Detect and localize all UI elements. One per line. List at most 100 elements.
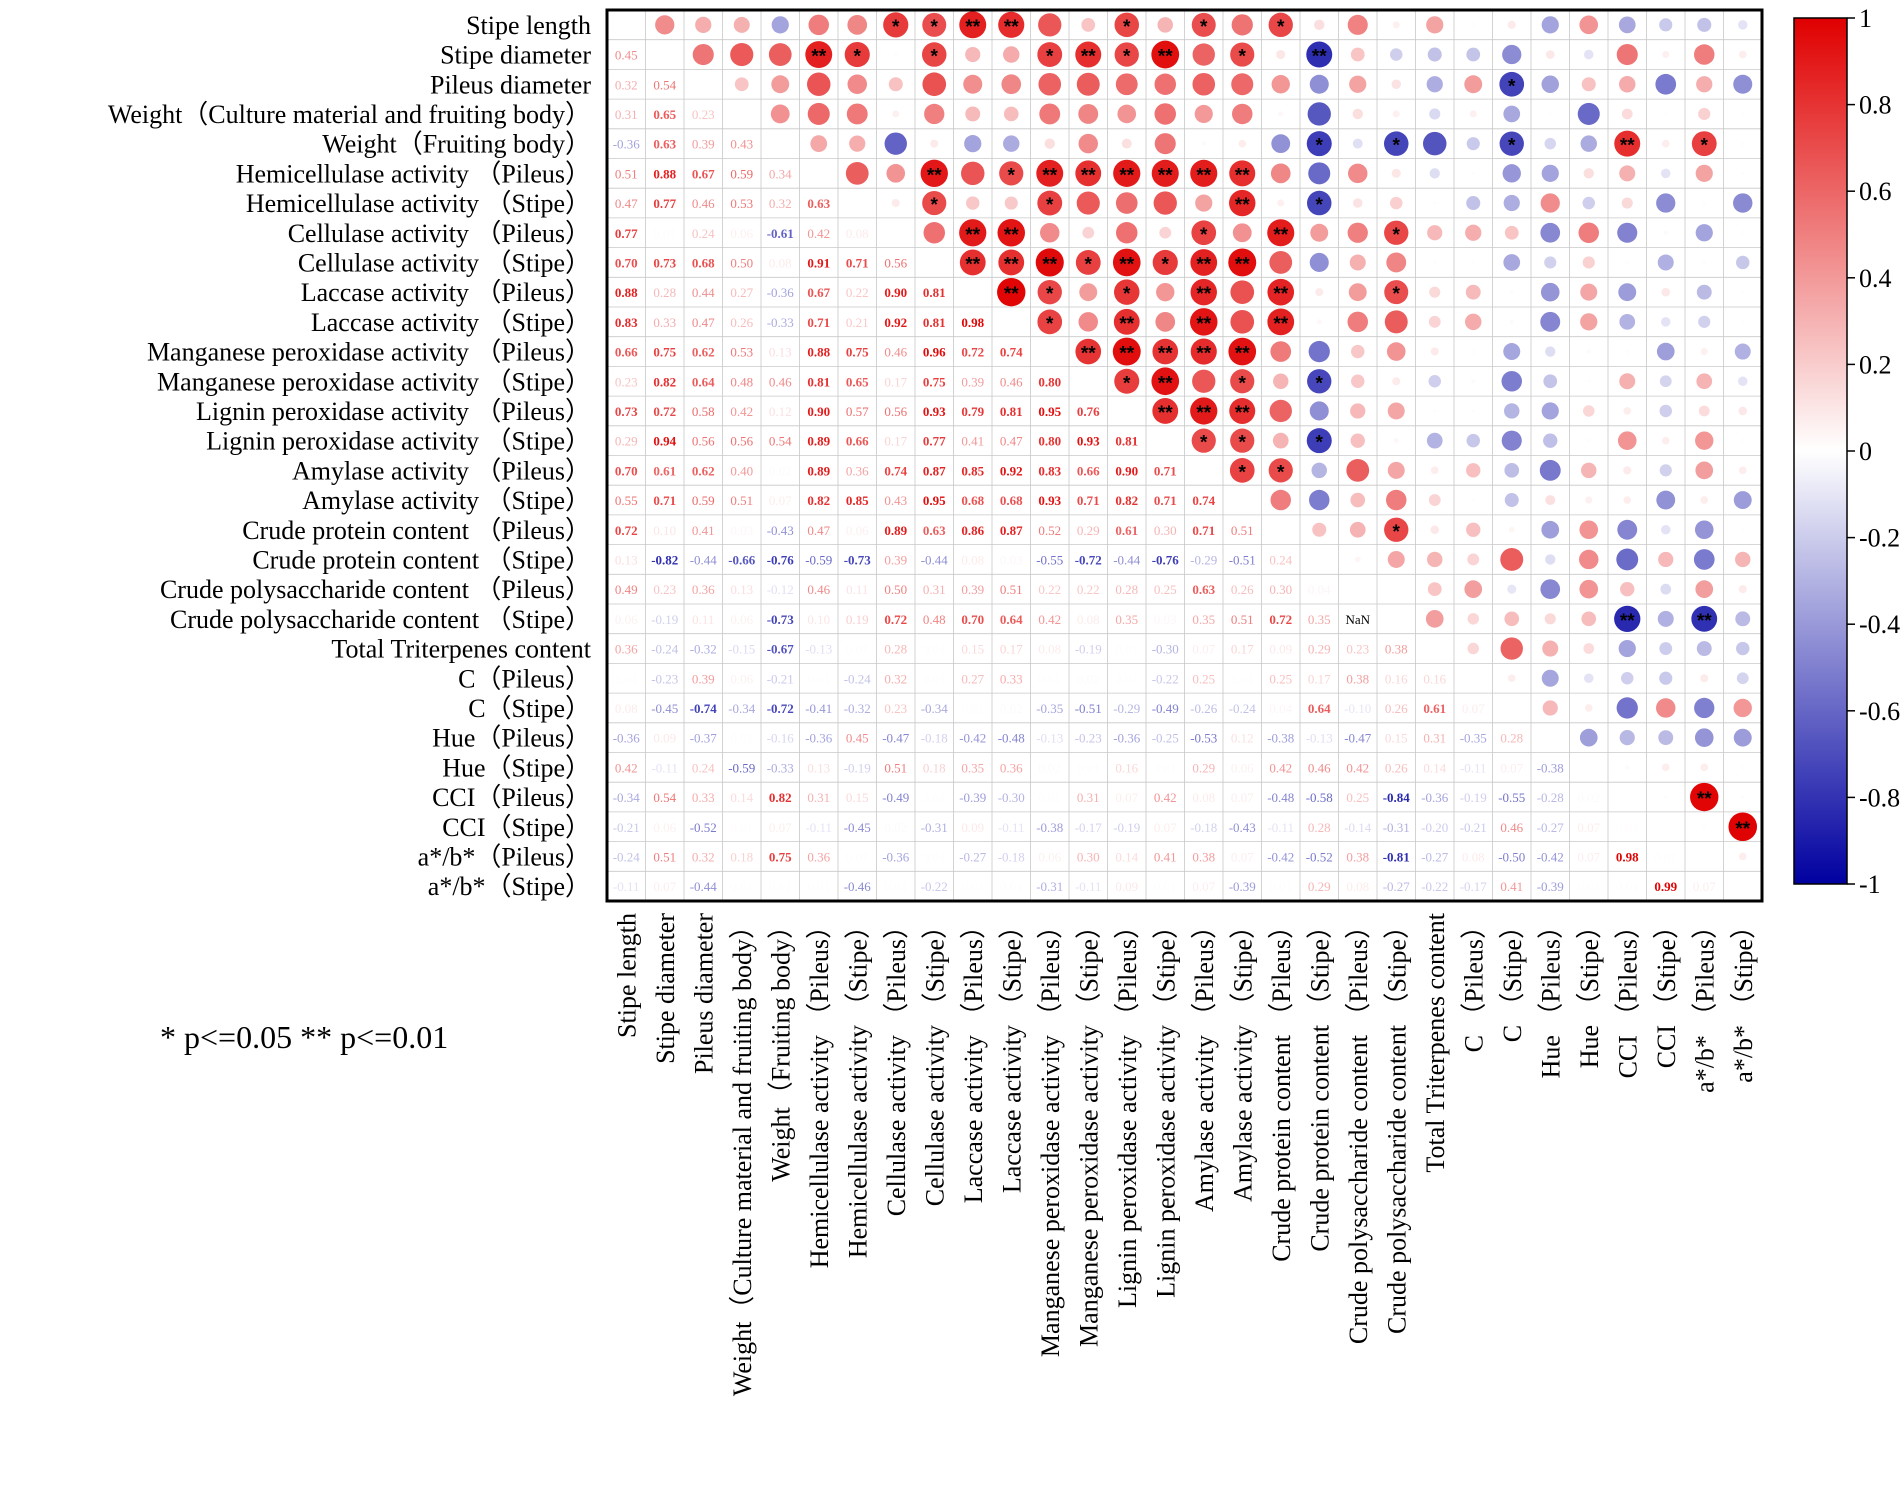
correlation-circle: [1579, 15, 1599, 35]
correlation-circle: [1471, 409, 1476, 413]
correlation-value: 0.75: [923, 374, 946, 389]
correlation-value: 0.98: [1616, 849, 1639, 864]
correlation-circle: [922, 72, 947, 97]
correlation-value: 0.07: [653, 879, 676, 894]
significance-mark: **: [1004, 17, 1019, 38]
correlation-circle: [1617, 519, 1638, 540]
correlation-value: 0.01: [961, 701, 984, 716]
correlation-value: 0.21: [846, 315, 869, 330]
correlation-value: -0.42: [1267, 849, 1294, 864]
correlation-circle: [1582, 196, 1596, 210]
correlation-circle: [1700, 674, 1709, 683]
significance-mark: *: [854, 47, 862, 68]
correlation-circle: [1500, 547, 1524, 571]
correlation-value: 0.08: [769, 255, 792, 270]
correlation-circle: [1308, 162, 1331, 185]
correlation-circle: [1306, 428, 1332, 454]
correlation-circle: [1509, 319, 1514, 324]
correlation-value: 0.29: [615, 434, 638, 449]
correlation-circle: [1618, 639, 1636, 658]
correlation-value: -0.10: [1344, 701, 1371, 716]
correlation-circle: [1384, 280, 1409, 305]
correlation-circle: [1466, 522, 1481, 537]
correlation-value: 0.77: [615, 226, 638, 241]
correlation-circle: [1581, 611, 1597, 627]
correlation-circle: [1661, 139, 1670, 148]
correlation-circle: [1387, 402, 1405, 420]
significance-mark: **: [1273, 225, 1288, 246]
correlation-circle: [1114, 12, 1140, 38]
correlation-circle: [1660, 168, 1671, 179]
correlation-circle: [1315, 288, 1324, 297]
correlation-circle: [849, 135, 866, 152]
correlation-value: 0.74: [1000, 345, 1023, 360]
correlation-circle: [1583, 49, 1594, 60]
correlation-value: 0.42: [1269, 760, 1292, 775]
correlation-value: 0.01: [653, 226, 676, 241]
correlation-value: -0.44: [690, 879, 718, 894]
significance-mark: **: [1196, 314, 1211, 335]
correlation-value: 0.16: [1115, 760, 1138, 775]
correlation-circle: [1728, 812, 1758, 842]
correlation-circle: [1191, 428, 1216, 453]
correlation-value: 0.01: [730, 820, 753, 835]
significance-mark: *: [1393, 522, 1401, 543]
correlation-circle: [1503, 254, 1521, 271]
correlation-value: -0.45: [651, 701, 678, 716]
correlation-value: 0.08: [1462, 849, 1485, 864]
correlation-value: -0.66: [728, 552, 756, 567]
correlation-circle: [1620, 581, 1635, 597]
correlation-circle: [1189, 308, 1218, 336]
correlation-circle: [1389, 196, 1403, 210]
correlation-value: -0.11: [998, 820, 1025, 835]
correlation-circle: [1584, 704, 1593, 712]
correlation-circle: [1540, 311, 1561, 332]
correlation-value: -0.67: [767, 642, 795, 657]
colorbar-tick-label: 0.8: [1859, 91, 1892, 120]
correlation-value: 0.71: [1192, 523, 1215, 538]
correlation-value: -0.38: [1267, 731, 1294, 746]
correlation-value: 0.62: [692, 345, 715, 360]
significance-mark: **: [1735, 819, 1750, 840]
correlation-circle: [1113, 279, 1140, 305]
correlation-value: -0.19: [651, 612, 678, 627]
correlation-circle: [1693, 549, 1715, 570]
correlation-circle: [891, 198, 900, 208]
correlation-value: 0.04: [1308, 582, 1331, 597]
correlation-circle: [1625, 260, 1630, 265]
significance-mark: **: [1119, 165, 1134, 186]
correlation-circle: [1619, 373, 1636, 390]
y-tick-label: a*/b*（Stipe）: [428, 872, 591, 901]
correlation-value: 0.10: [807, 612, 830, 627]
significance-mark: *: [1085, 254, 1093, 275]
y-tick-label: Amylase activity （Pileus）: [292, 456, 591, 485]
correlation-value: -0.15: [728, 642, 755, 657]
correlation-value: 0.72: [884, 612, 907, 627]
correlation-value: -0.24: [1229, 701, 1257, 716]
correlation-circle: [1229, 160, 1256, 187]
correlation-circle: [1157, 17, 1173, 33]
correlation-circle: [1467, 613, 1479, 625]
correlation-value: 0.02: [1077, 671, 1100, 686]
correlation-value: 0.70: [615, 255, 638, 270]
correlation-circle: [1659, 464, 1672, 477]
correlation-circle: [1267, 278, 1295, 306]
correlation-circle: [963, 74, 983, 94]
significance-mark: *: [1162, 254, 1170, 275]
correlation-circle: [1426, 76, 1443, 93]
correlation-circle: [1583, 168, 1594, 179]
correlation-value: 0.87: [923, 463, 946, 478]
correlation-value: 0.07: [1231, 849, 1254, 864]
correlation-value: 0.72: [1269, 612, 1292, 627]
correlation-circle: [1114, 42, 1139, 67]
correlation-value: 0.46: [1500, 820, 1523, 835]
correlation-value: 0.06: [730, 612, 753, 627]
correlation-value: -0.47: [882, 731, 910, 746]
correlation-value: 0.12: [769, 404, 792, 419]
colorbar-tick-label: 0.2: [1859, 350, 1892, 379]
correlation-value: 0.01: [884, 879, 907, 894]
correlation-circle: [1152, 398, 1179, 424]
correlation-circle: [1348, 163, 1368, 184]
significance-mark: **: [965, 225, 980, 246]
significance-mark: *: [1277, 17, 1285, 38]
